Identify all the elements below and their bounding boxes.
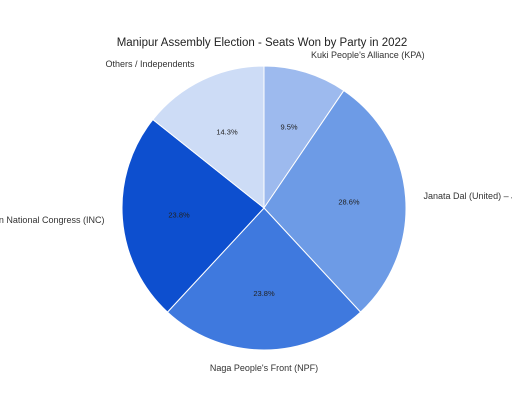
category-label-others-independents: Others / Independents xyxy=(105,59,195,69)
value-label-janata-dal-united-jd: 28.6% xyxy=(338,198,360,207)
pie-slices xyxy=(121,65,407,351)
value-label-indian-national-congress-inc: 23.8% xyxy=(168,210,190,219)
value-label-naga-people-s-front-npf: 23.8% xyxy=(253,289,275,298)
category-label-naga-people-s-front-npf: Naga People's Front (NPF) xyxy=(210,363,318,373)
category-label-janata-dal-united-jd: Janata Dal (United) – JD xyxy=(424,191,512,201)
chart-title: Manipur Assembly Election - Seats Won by… xyxy=(117,37,408,49)
slice-kuki-people-s-alliance-kpa xyxy=(263,65,345,210)
value-label-kuki-people-s-alliance-kpa: 9.5% xyxy=(280,123,297,132)
slice-janata-dal-united-jd xyxy=(263,89,407,313)
value-label-others-independents: 14.3% xyxy=(216,127,238,136)
slice-labels: 9.5% Kuki People's Alliance (KPA) 28.6% Jan… xyxy=(0,50,512,373)
category-label-kuki-people-s-alliance-kpa: Kuki People's Alliance (KPA) xyxy=(311,50,425,60)
slice-naga-people-s-front-npf xyxy=(166,207,362,351)
slice-others-independents xyxy=(152,65,265,210)
slice-indian-national-congress-inc xyxy=(121,118,265,313)
category-label-indian-national-congress-inc: Indian National Congress (INC) xyxy=(0,215,104,225)
